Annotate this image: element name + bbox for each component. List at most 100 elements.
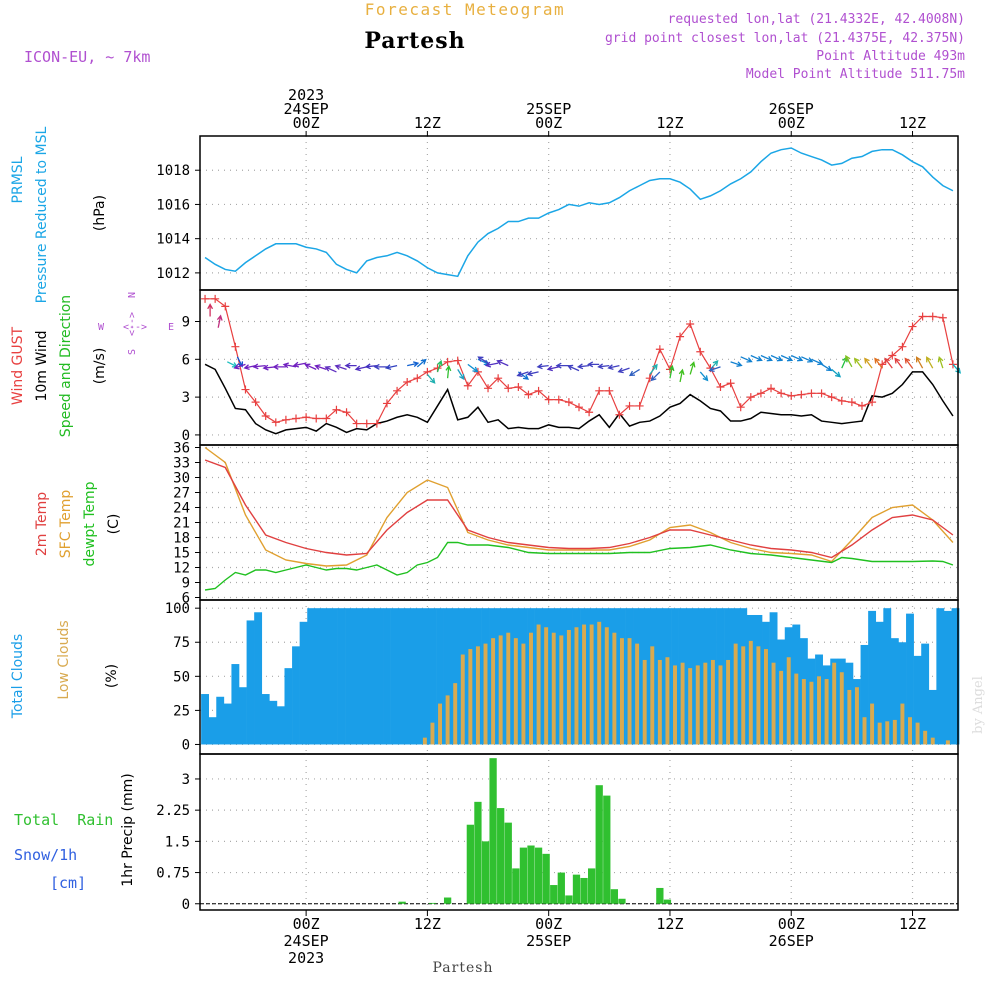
wind-direction-arrow [740, 356, 753, 363]
total-clouds-bar [223, 703, 232, 745]
low-clouds-bar [794, 673, 799, 745]
total-clouds-bar [231, 664, 240, 745]
rain-bar [534, 847, 543, 904]
y-tick-label: 12 [173, 561, 190, 577]
total-clouds-bar [913, 655, 922, 745]
wind-gust-point [251, 398, 260, 407]
wind-gust-point [938, 313, 947, 322]
wind-gust-point [372, 419, 381, 428]
total-clouds-bar [890, 638, 899, 745]
wind-direction-arrow [334, 364, 347, 371]
pressure-line [204, 147, 954, 278]
wind-direction-arrow [699, 371, 709, 382]
wind-gust-point [534, 386, 543, 395]
low-clouds-bar [733, 643, 738, 745]
wind-direction-arrow [407, 361, 420, 367]
temp-dewpt-label: dewpt Temp [82, 481, 98, 566]
rain-bar [443, 897, 452, 904]
top-time-label: 00Z [293, 114, 320, 132]
rain-bar [595, 785, 603, 904]
y-tick-label: 3 [182, 772, 190, 788]
wind-gust-point [281, 415, 290, 424]
temp-2m-line [204, 459, 954, 559]
wind-direction-arrow [801, 356, 814, 363]
bottom-time-label: 00Z [778, 915, 805, 933]
wind-direction-arrow [790, 354, 804, 362]
wind-direction-arrow [477, 356, 489, 364]
low-clouds-bar [786, 657, 791, 745]
total-clouds-bar [451, 608, 460, 745]
wind-gust-point [635, 401, 644, 410]
wind-speed-line [204, 363, 954, 435]
wind-gust-point [403, 377, 412, 386]
wind-gust-point [585, 408, 594, 417]
wind-direction-arrow [252, 363, 266, 370]
pressure-panel: PRMSL Pressure Reduced to MSL (hPa) 1012… [10, 126, 959, 303]
rain-bar [557, 872, 565, 904]
wind-dir-label: Speed and Direction [58, 295, 74, 437]
low-clouds-bar [877, 722, 882, 745]
y-tick-label: 27 [173, 486, 190, 502]
y-tick-label: 6 [182, 591, 190, 607]
total-clouds-bar [329, 608, 338, 745]
wind-gust-point [797, 390, 806, 399]
total-clouds-bar [405, 608, 414, 745]
wind-gust-point [928, 312, 937, 321]
low-clouds-bar [892, 719, 897, 745]
wind-direction-arrow [649, 363, 658, 375]
low-clouds-bar [748, 640, 753, 745]
total-clouds-bar [936, 608, 945, 745]
wind-direction-arrow [770, 354, 784, 362]
y-tick-label: 0 [182, 737, 190, 753]
rain-bar [481, 841, 490, 904]
bottom-time-label: 24SEP [284, 932, 329, 950]
wind-gust-point [696, 347, 705, 356]
watermark: by Angel [971, 676, 986, 734]
y-tick-label: 25 [173, 703, 190, 719]
wind-gust-point [868, 398, 877, 407]
snow-legend: Snow/1h [14, 846, 77, 864]
low-clouds-bar [824, 679, 829, 745]
wind-gust-point [413, 374, 422, 383]
total-clouds-bar [269, 700, 278, 745]
wind-direction-arrow [780, 354, 794, 362]
total-clouds-bar [276, 706, 285, 745]
low-clouds-bar [695, 665, 700, 745]
compass-east: E [168, 322, 174, 333]
total-clouds-bar [443, 608, 452, 745]
low-clouds-bar [544, 627, 549, 745]
y-tick-label: 50 [173, 669, 190, 685]
total-clouds-bar [413, 608, 422, 745]
wind-direction-arrow [576, 363, 590, 370]
wind-gust-point [655, 345, 664, 354]
panel-frame [199, 753, 959, 911]
wind-direction-arrow [292, 361, 307, 368]
wind-direction-arrow [354, 365, 367, 372]
low-clouds-bar [854, 687, 859, 745]
low-clouds-bar [839, 672, 844, 745]
low-clouds-bar [529, 632, 533, 745]
wind-direction-arrow [526, 370, 539, 377]
total-clouds-bar [360, 608, 369, 745]
wind-direction-arrow [750, 354, 763, 362]
low-clouds-bar [589, 624, 594, 745]
y-tick-label: 6 [182, 352, 190, 368]
rain-bar [565, 895, 573, 904]
wind-gust-point [676, 332, 685, 341]
y-tick-label: 15 [173, 546, 190, 562]
low-clouds-bar [862, 717, 867, 745]
low-clouds-bar [582, 624, 587, 745]
y-tick-label: 1018 [156, 163, 190, 179]
wind-direction-arrow [952, 363, 962, 374]
wind-direction-arrow [484, 361, 499, 368]
wind-gust-point [686, 320, 695, 329]
wind-direction-arrow [236, 356, 244, 368]
y-tick-label: 100 [165, 601, 190, 617]
wind-gust-point [564, 398, 573, 407]
low-clouds-bar [915, 722, 920, 745]
wind-gust-point [908, 322, 917, 331]
wind-gust-point [261, 412, 270, 421]
wind-gust-point [554, 395, 563, 404]
